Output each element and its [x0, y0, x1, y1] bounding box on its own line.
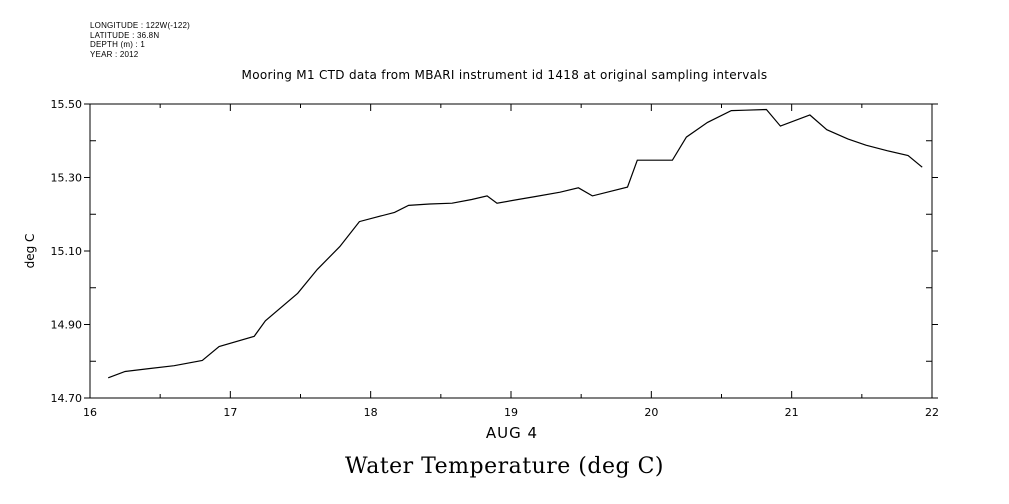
x-tick-label: 19 — [504, 406, 518, 419]
metadata-block: LONGITUDE : 122W(-122) LATITUDE : 36.8N … — [90, 21, 190, 59]
x-tick-label: 21 — [785, 406, 799, 419]
y-tick-labels: 14.70 14.90 15.10 15.30 15.50 — [51, 98, 83, 405]
x-tick-label: 17 — [223, 406, 237, 419]
x-tick-label: 16 — [83, 406, 97, 419]
y-tick-label: 14.90 — [51, 319, 83, 332]
footer-title: Water Temperature (deg C) — [345, 454, 664, 479]
x-tick-label: 22 — [925, 406, 939, 419]
axis-ticks — [84, 103, 938, 399]
meta-year: YEAR : 2012 — [90, 49, 139, 59]
x-tick-label: 18 — [364, 406, 378, 419]
meta-longitude: LONGITUDE : 122W(-122) — [90, 21, 190, 30]
y-tick-label: 15.50 — [51, 98, 83, 111]
y-tick-label: 15.10 — [51, 245, 83, 258]
x-tick-labels: 16 17 18 19 20 21 22 — [83, 406, 939, 419]
x-axis-label: AUG 4 — [486, 424, 538, 442]
y-tick-label: 14.70 — [51, 392, 83, 405]
meta-depth: DEPTH (m) : 1 — [90, 40, 146, 49]
series-line — [107, 108, 923, 379]
y-axis-label: deg C — [23, 234, 37, 269]
x-tick-label: 20 — [644, 406, 658, 419]
chart-title: Mooring M1 CTD data from MBARI instrumen… — [241, 68, 768, 82]
meta-latitude: LATITUDE : 36.8N — [90, 30, 160, 40]
plot-frame — [89, 103, 933, 399]
y-tick-label: 15.30 — [51, 172, 83, 185]
